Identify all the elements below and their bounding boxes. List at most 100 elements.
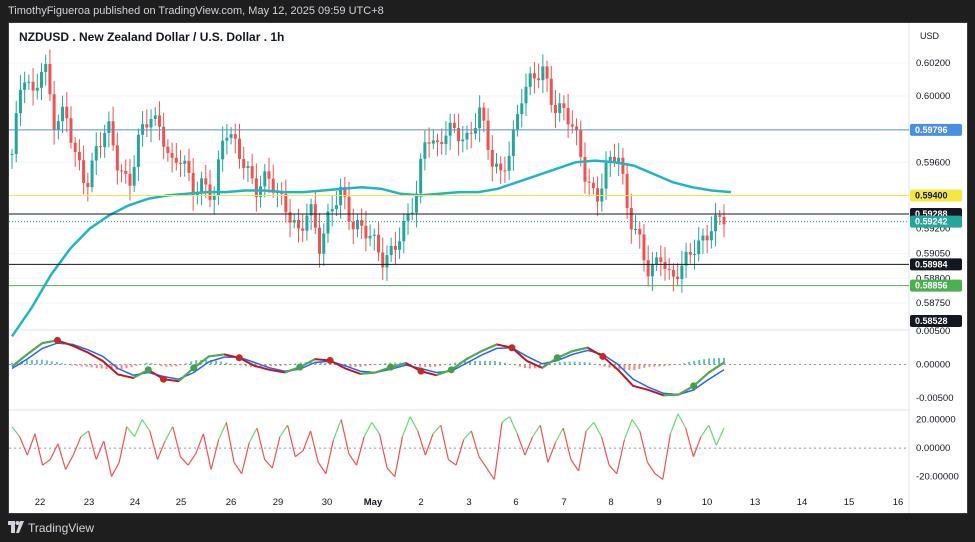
candle-body bbox=[385, 255, 389, 268]
chart-title: NZDUSD . New Zealand Dollar / U.S. Dolla… bbox=[19, 30, 284, 44]
candle-body bbox=[242, 158, 246, 168]
rising-segment bbox=[465, 350, 483, 361]
histogram-bar bbox=[633, 364, 636, 371]
histogram-bar bbox=[210, 360, 213, 365]
candle-body bbox=[503, 170, 507, 172]
cci-segment bbox=[57, 443, 67, 470]
candle-body bbox=[423, 142, 427, 159]
histogram-bar bbox=[50, 361, 53, 365]
histogram-bar bbox=[503, 362, 506, 365]
publish-header: TimothyFigueroa published on TradingView… bbox=[0, 0, 975, 22]
cci-segment bbox=[80, 430, 89, 438]
candle-body bbox=[532, 73, 536, 79]
candle-body bbox=[486, 120, 490, 150]
histogram-bar bbox=[424, 364, 427, 367]
histogram-bar bbox=[464, 361, 467, 365]
candle-body bbox=[120, 170, 124, 172]
histogram-bar bbox=[723, 357, 725, 365]
candle-body bbox=[705, 235, 709, 241]
candle-body bbox=[44, 63, 48, 72]
candle-body bbox=[288, 212, 292, 223]
candle-body bbox=[650, 264, 654, 277]
candle-body bbox=[39, 71, 43, 88]
candle-body bbox=[149, 119, 153, 128]
candle-body bbox=[322, 233, 326, 254]
histogram-bar bbox=[439, 364, 442, 366]
candle-body bbox=[389, 245, 393, 256]
cci-segment bbox=[708, 425, 717, 446]
cci-segment bbox=[309, 430, 319, 463]
cci-segment bbox=[570, 459, 580, 472]
candle-body bbox=[14, 113, 18, 155]
cci-segment bbox=[455, 439, 465, 466]
candle-body bbox=[111, 121, 115, 146]
cci-segment bbox=[110, 462, 120, 477]
histogram-bar bbox=[105, 364, 108, 369]
candle-body bbox=[659, 257, 663, 262]
cci-segment bbox=[49, 443, 59, 460]
cross-dot bbox=[144, 366, 152, 374]
chart-frame[interactable]: 0.60200 0.60000 0.59600 0.59200 0.59050 0.588… bbox=[8, 22, 968, 514]
price-pane bbox=[9, 49, 909, 338]
cci-segment bbox=[677, 413, 687, 429]
candle-body bbox=[313, 204, 317, 228]
histogram-bar bbox=[215, 360, 218, 365]
histogram-bar bbox=[374, 364, 377, 365]
cci-segment bbox=[11, 426, 21, 438]
chart-canvas[interactable]: 0.60200 0.60000 0.59600 0.59200 0.59050 0.588… bbox=[9, 23, 967, 513]
cci-segment bbox=[646, 461, 656, 475]
candle-body bbox=[364, 225, 368, 239]
candle-body bbox=[170, 152, 174, 158]
histogram-bar bbox=[130, 364, 133, 368]
cci-segment bbox=[539, 425, 549, 463]
candle-body bbox=[709, 231, 713, 241]
time-tick-label: 26 bbox=[226, 497, 237, 508]
cci-segment bbox=[463, 430, 472, 440]
histogram-bar bbox=[165, 364, 168, 367]
histogram-bar bbox=[708, 358, 711, 365]
candle-body bbox=[296, 220, 300, 229]
histogram-bar bbox=[334, 364, 337, 365]
candle-body bbox=[494, 163, 498, 167]
cci-segment bbox=[141, 419, 151, 432]
candle-body bbox=[667, 268, 671, 271]
cci-segment bbox=[149, 430, 159, 460]
candle-body bbox=[410, 212, 414, 214]
candle-body bbox=[553, 104, 557, 114]
histogram-bar bbox=[264, 364, 267, 367]
candle-body bbox=[326, 211, 330, 234]
cci-segment bbox=[378, 433, 388, 469]
histogram-bar bbox=[120, 364, 123, 370]
price-tick-label: 0.59200 bbox=[916, 224, 950, 235]
candle-body bbox=[520, 103, 524, 115]
time-tick-label: 23 bbox=[84, 497, 95, 508]
candle-body bbox=[115, 145, 119, 171]
candle-body bbox=[73, 142, 77, 153]
rising-segment bbox=[11, 353, 28, 368]
candle-body bbox=[334, 205, 338, 209]
histogram-bar bbox=[653, 364, 656, 367]
time-tick-label: May bbox=[364, 497, 383, 508]
histogram-bar bbox=[125, 364, 128, 369]
candle-body bbox=[35, 87, 39, 91]
cci-segment bbox=[394, 436, 404, 477]
cci-segment bbox=[585, 422, 595, 432]
cci-segment bbox=[470, 430, 480, 457]
cci-segment bbox=[493, 422, 503, 480]
cci-segment bbox=[26, 433, 36, 456]
cross-dot bbox=[190, 364, 198, 372]
candle-body bbox=[482, 107, 486, 121]
histogram-bar bbox=[35, 359, 38, 365]
cross-dot bbox=[296, 363, 304, 371]
candle-body bbox=[263, 171, 267, 187]
time-tick-label: 14 bbox=[797, 497, 808, 508]
cci-segment bbox=[432, 424, 442, 435]
candle-body bbox=[680, 265, 684, 280]
time-tick-label: 2 bbox=[418, 497, 423, 508]
histogram-bar bbox=[668, 364, 671, 366]
candle-body bbox=[368, 235, 372, 239]
histogram-bar bbox=[294, 363, 297, 365]
candle-body bbox=[250, 166, 254, 179]
candle-body bbox=[398, 241, 402, 250]
histogram-bar bbox=[359, 364, 362, 367]
